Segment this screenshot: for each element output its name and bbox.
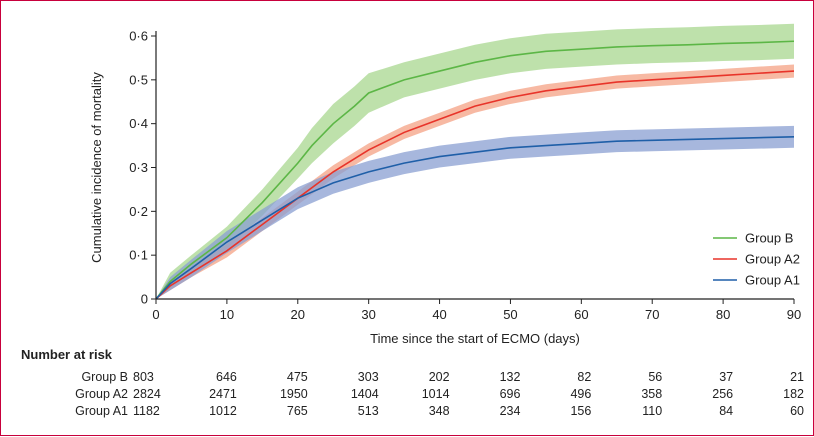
ci-band-group-b	[156, 23, 794, 300]
risk-value: 21	[790, 370, 804, 384]
risk-value: 303	[358, 370, 379, 384]
risk-value: 765	[287, 404, 308, 418]
risk-value: 1012	[209, 404, 237, 418]
risk-value: 513	[358, 404, 379, 418]
x-tick-label: 0	[152, 307, 159, 322]
risk-value: 2471	[209, 387, 237, 401]
risk-value: 182	[783, 387, 804, 401]
y-tick-label: 0	[141, 292, 148, 307]
series-lines	[155, 40, 795, 300]
risk-value: 1404	[351, 387, 379, 401]
risk-table-title: Number at risk	[21, 347, 113, 362]
y-tick-label: 0·4	[129, 116, 148, 131]
y-tick-label: 0·6	[129, 29, 148, 44]
risk-row-label: Group B	[81, 370, 128, 384]
risk-value: 646	[216, 370, 237, 384]
risk-value: 1014	[422, 387, 450, 401]
y-tick-label: 0·3	[129, 160, 148, 175]
x-tick-label: 10	[220, 307, 234, 322]
risk-value: 256	[712, 387, 733, 401]
x-ticks: 0 10 20 30 40 50 60 70 80 90	[152, 299, 801, 322]
risk-row-label: Group A2	[75, 387, 128, 401]
x-tick-label: 90	[787, 307, 801, 322]
axes	[155, 31, 794, 300]
risk-value: 496	[570, 387, 591, 401]
risk-value: 2824	[133, 387, 161, 401]
ci-band-group-a1	[156, 125, 794, 299]
y-tick-label: 0·5	[129, 72, 148, 87]
risk-value: 60	[790, 404, 804, 418]
y-tick-label: 0·1	[129, 248, 148, 263]
x-axis-title: Time since the start of ECMO (days)	[370, 331, 580, 346]
risk-value: 132	[500, 370, 521, 384]
risk-value: 1950	[280, 387, 308, 401]
x-tick-label: 20	[291, 307, 305, 322]
risk-value: 696	[500, 387, 521, 401]
risk-value: 156	[570, 404, 591, 418]
risk-value: 348	[429, 404, 450, 418]
x-tick-label: 70	[645, 307, 659, 322]
legend-label: Group A1	[745, 273, 800, 288]
x-tick-label: 30	[361, 307, 375, 322]
x-tick-label: 50	[503, 307, 517, 322]
y-axis-title: Cumulative incidence of mortality	[89, 72, 104, 263]
risk-value: 84	[719, 404, 733, 418]
risk-value: 1182	[133, 404, 160, 418]
risk-value: 202	[429, 370, 450, 384]
risk-value: 82	[577, 370, 591, 384]
risk-value: 475	[287, 370, 308, 384]
confidence-bands	[156, 23, 794, 300]
risk-value: 110	[642, 404, 662, 418]
risk-row-label: Group A1	[75, 404, 128, 418]
risk-value: 234	[500, 404, 521, 418]
ci-band-group-a2	[156, 64, 794, 299]
risk-value: 358	[641, 387, 662, 401]
risk-value: 803	[133, 370, 154, 384]
series-line-group-a1	[155, 136, 795, 300]
legend-label: Group B	[745, 231, 793, 246]
x-tick-label: 80	[716, 307, 730, 322]
y-ticks: 0 0·1 0·2 0·3 0·4 0·5 0·6	[129, 29, 156, 307]
series-line-group-b	[155, 40, 795, 300]
legend: Group B Group A2 Group A1	[713, 231, 800, 288]
series-line-group-a2	[155, 70, 795, 300]
number-at-risk-table: Number at risk Group B 803 646 475 303 202 132…	[21, 347, 804, 418]
risk-value: 37	[719, 370, 733, 384]
x-tick-label: 60	[574, 307, 588, 322]
risk-value: 56	[648, 370, 662, 384]
x-tick-label: 40	[432, 307, 446, 322]
legend-label: Group A2	[745, 252, 800, 267]
y-tick-label: 0·2	[129, 204, 148, 219]
